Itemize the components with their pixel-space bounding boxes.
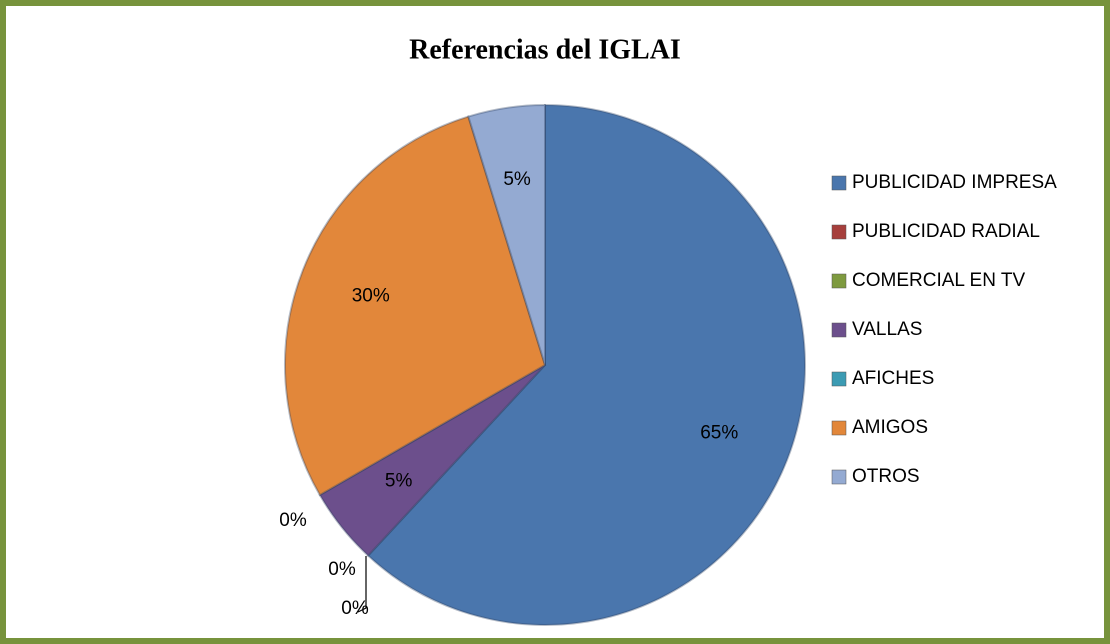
data-label: 30% — [352, 286, 390, 307]
legend-label: AMIGOS — [852, 417, 928, 438]
legend-swatch — [831, 371, 847, 387]
pie-slice — [318, 364, 546, 558]
legend-label: PUBLICIDAD RADIAL — [852, 221, 1040, 242]
legend-swatch — [831, 420, 847, 436]
pie-slice — [467, 103, 546, 366]
pie-slice — [366, 103, 806, 626]
data-label: 65% — [700, 422, 738, 443]
legend-swatch — [831, 322, 847, 338]
legend-label: VALLAS — [852, 319, 922, 340]
legend-label: PUBLICIDAD IMPRESA — [852, 172, 1057, 193]
legend-label: AFICHES — [852, 368, 934, 389]
data-label: 0% — [328, 559, 356, 580]
data-label: 0% — [279, 510, 307, 531]
legend-swatch — [831, 273, 847, 289]
pie-slice — [284, 115, 547, 497]
data-label: 0% — [341, 598, 369, 619]
chart-title: Referencias del IGLAI — [409, 34, 681, 65]
legend-label: COMERCIAL EN TV — [852, 270, 1025, 291]
leader-line — [357, 556, 367, 613]
data-label: 5% — [503, 169, 531, 190]
legend-swatch — [831, 224, 847, 240]
legend-label: OTROS — [852, 466, 920, 487]
legend-swatch — [831, 175, 847, 191]
legend-swatch — [831, 469, 847, 485]
data-label: 5% — [385, 471, 413, 492]
